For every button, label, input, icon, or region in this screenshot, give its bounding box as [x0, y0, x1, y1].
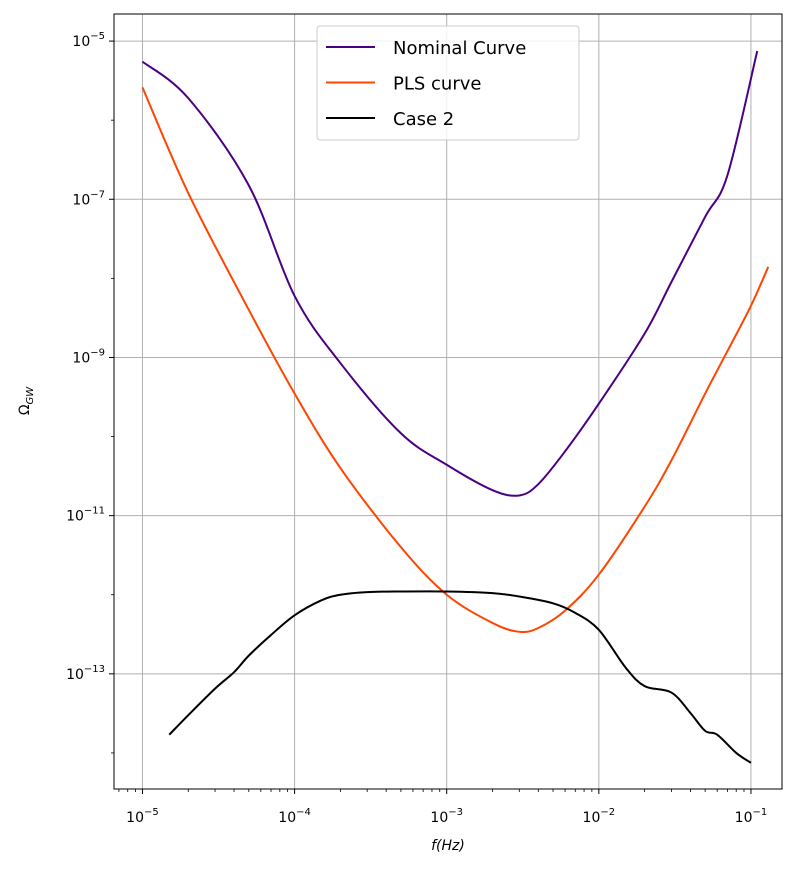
y-tick-label: 10−9 — [72, 347, 105, 366]
series-line-nominal-curve — [141, 50, 759, 497]
legend-label: Nominal Curve — [393, 38, 526, 59]
plot-series — [141, 50, 770, 764]
legend-label: PLS curve — [393, 74, 481, 95]
x-tick-label: 10−2 — [583, 807, 616, 826]
x-axis-label: f(Hz) — [431, 838, 465, 854]
legend: Nominal Curve PLS curve Case 2 — [316, 25, 580, 141]
series-line-pls-curve — [141, 86, 770, 634]
plot-frame — [113, 13, 783, 790]
y-axis-label: ΩGW — [17, 386, 36, 415]
y-tick-label: 10−13 — [66, 664, 105, 683]
y-axis-label-sub: GW — [25, 386, 36, 405]
y-axis-label-main: Ω — [17, 404, 33, 415]
x-tick-label: 10−5 — [126, 807, 159, 826]
x-tick-label: 10−4 — [278, 807, 311, 826]
x-tick-label: 10−1 — [735, 807, 768, 826]
y-tick-label: 10−7 — [72, 189, 105, 208]
svg-text:ΩGW: ΩGW — [17, 386, 36, 415]
grid — [114, 14, 782, 789]
legend-box — [316, 25, 580, 141]
y-tick-label: 10−5 — [72, 31, 105, 50]
series-line-case-2 — [168, 590, 752, 764]
legend-label: Case 2 — [393, 109, 454, 130]
y-tick-label: 10−11 — [66, 506, 105, 525]
x-tick-label: 10−3 — [430, 807, 463, 826]
axis-ticks: 10−5 10−4 10−3 10−2 10−1 10−5 10−7 10−9 10−11 10−… — [66, 31, 767, 826]
